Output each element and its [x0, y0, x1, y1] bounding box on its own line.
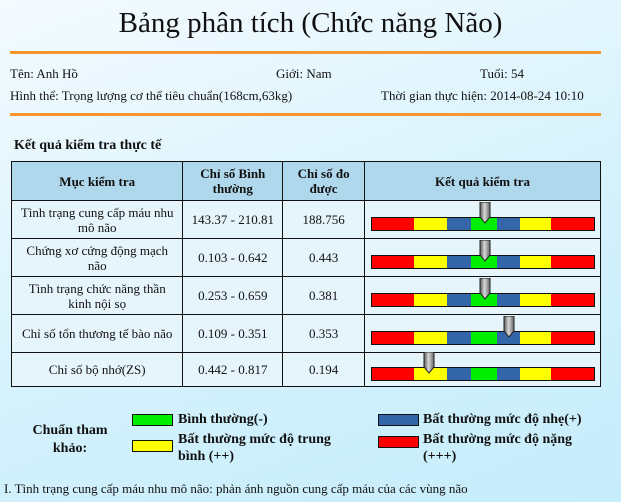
col-header-normal: Chỉ số Bình thường: [182, 161, 284, 201]
section-title: Kết quả kiểm tra thực tế: [14, 138, 162, 153]
normal-range: 143.37 - 210.81: [182, 200, 284, 239]
divider-top: [10, 51, 601, 54]
normal-range: 0.109 - 0.351: [182, 314, 284, 353]
gauge-segment: [550, 255, 594, 268]
gauge-segment: [446, 255, 471, 268]
gauge-segment: [413, 255, 447, 268]
gauge-segment: [519, 217, 551, 230]
result-gauge: [370, 239, 595, 269]
gauge-segment: [550, 367, 594, 380]
page-title: Bảng phân tích (Chức năng Não): [118, 7, 503, 39]
gauge-segment: [470, 217, 497, 230]
table-row: Chứng xơ cứng động mạch não 0.103 - 0.642…: [10, 238, 601, 277]
legend-swatch-moderate: [132, 440, 173, 452]
legend-swatch-severe: [378, 436, 419, 448]
measured-value: 0.381: [282, 276, 365, 315]
legend-swatch-mild: [378, 414, 419, 426]
table-header-row: Mục kiểm tra Chỉ số Bình thường Chỉ số đ…: [10, 161, 601, 201]
gauge-segment: [519, 367, 551, 380]
legend-label: Chuẩn tham khảo:: [32, 423, 108, 456]
gauge-segment: [446, 331, 471, 344]
test-item: Chỉ số bộ nhớ(ZS): [10, 352, 184, 387]
result-gauge-cell: [364, 238, 601, 277]
gauge-segment: [413, 367, 447, 380]
measured-value: 188.756: [282, 200, 365, 239]
gauge-segment: [446, 367, 471, 380]
patient-age: Tuổi: 54: [480, 66, 524, 81]
result-gauge: [370, 315, 595, 345]
gauge-segment: [496, 217, 520, 230]
col-header-item: Mục kiểm tra: [10, 161, 184, 201]
patient-gender: Giới: Nam: [276, 66, 332, 81]
result-gauge-cell: [364, 276, 601, 315]
legend-item-mild: Bất thường mức độ nhẹ(+): [423, 412, 582, 427]
gauge-segment: [519, 293, 551, 306]
legend-swatch-normal: [132, 414, 173, 426]
normal-range: 0.103 - 0.642: [182, 238, 284, 277]
result-gauge: [370, 277, 595, 307]
gauge-segment: [496, 293, 520, 306]
gauge-segment: [413, 331, 447, 344]
gauge-segment: [470, 367, 497, 380]
test-item: Tình trạng chức năng thần kinh nội sọ: [10, 276, 184, 315]
normal-range: 0.442 - 0.817: [182, 352, 284, 387]
test-item: Tình trạng cung cấp máu nhu mô não: [10, 200, 184, 239]
gauge-segment: [519, 331, 551, 344]
gauge-segment: [413, 217, 447, 230]
table-row: Chỉ số tổn thương tế bào não 0.109 - 0.35…: [10, 314, 601, 353]
gauge-segment: [550, 331, 594, 344]
gauge-segment: [496, 331, 520, 344]
gauge-pointer-icon: [479, 239, 491, 262]
gauge-pointer-icon: [479, 277, 491, 300]
table-row: Tình trạng chức năng thần kinh nội sọ 0.2…: [10, 276, 601, 315]
gauge-segment: [446, 217, 471, 230]
table-row: Tình trạng cung cấp máu nhu mô não 143.37…: [10, 200, 601, 239]
gauge-segment: [496, 255, 520, 268]
legend-item-normal: Bình thường(-): [178, 412, 268, 427]
gauge-segment: [413, 293, 447, 306]
table-row: Chỉ số bộ nhớ(ZS) 0.442 - 0.817 0.194: [10, 351, 601, 387]
gauge-segment: [470, 293, 497, 306]
measured-value: 0.353: [282, 314, 365, 353]
patient-name: Tên: Anh Hồ: [10, 66, 78, 81]
gauge-segment: [446, 293, 471, 306]
result-gauge: [370, 351, 595, 381]
footnote: I. Tình trạng cung cấp máu nhu mô não: p…: [4, 481, 468, 496]
gauge-segment: [519, 255, 551, 268]
gauge-segment: [470, 331, 497, 344]
gauge-segment: [550, 217, 594, 230]
legend-item-moderate: Bất thường mức độ trung bình (++): [178, 432, 331, 464]
divider-bottom: [10, 113, 601, 116]
gauge-segment: [371, 293, 414, 306]
col-header-measured: Chỉ số đo được: [282, 161, 365, 201]
gauge-segment: [371, 367, 414, 380]
gauge-segment: [550, 293, 594, 306]
result-gauge-cell: [364, 314, 601, 353]
gauge-segment: [470, 255, 497, 268]
gauge-segment: [371, 255, 414, 268]
normal-range: 0.253 - 0.659: [182, 276, 284, 315]
test-item: Chỉ số tổn thương tế bào não: [10, 314, 184, 353]
result-gauge: [370, 201, 595, 231]
gauge-pointer-icon: [479, 201, 491, 224]
gauge-pointer-icon: [503, 315, 515, 338]
measured-value: 0.194: [282, 352, 365, 387]
results-table: Mục kiểm tra Chỉ số Bình thường Chỉ số đ…: [10, 161, 601, 387]
legend-item-severe: Bất thường mức độ nặng (+++): [423, 432, 573, 464]
result-gauge-cell: [364, 351, 601, 387]
patient-body: Hình thể: Trọng lượng cơ thể tiêu chuẩn(…: [10, 88, 293, 103]
gauge-segment: [371, 217, 414, 230]
result-gauge-cell: [364, 200, 601, 239]
col-header-result: Kết quả kiểm tra: [364, 161, 601, 201]
measured-value: 0.443: [282, 238, 365, 277]
exam-time: Thời gian thực hiện: 2014-08-24 10:10: [381, 88, 584, 103]
gauge-segment: [496, 367, 520, 380]
gauge-pointer-icon: [423, 351, 435, 374]
test-item: Chứng xơ cứng động mạch não: [10, 238, 184, 277]
gauge-segment: [371, 331, 414, 344]
